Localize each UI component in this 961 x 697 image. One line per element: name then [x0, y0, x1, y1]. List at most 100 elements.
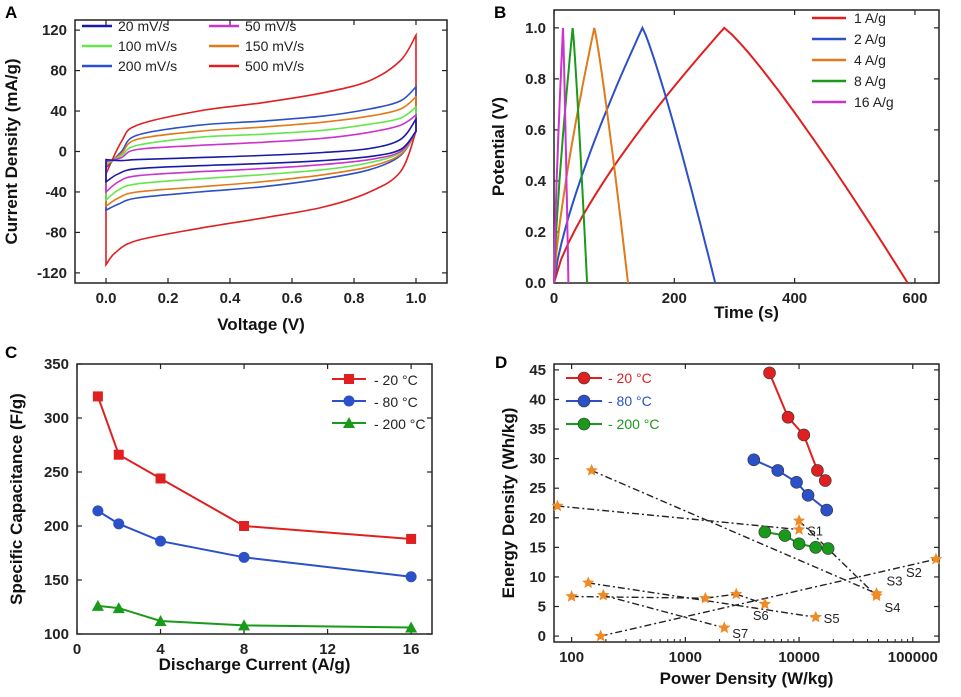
panel-label: A	[5, 3, 17, 22]
y-tick-label: 40	[529, 391, 546, 408]
data-point	[809, 541, 822, 554]
x-tick-label: 0.4	[220, 290, 242, 307]
y-tick-label: 45	[529, 362, 546, 379]
x-tick-label: 400	[782, 290, 807, 307]
y-tick-label: 0	[538, 628, 546, 645]
x-tick-label: 1.0	[406, 290, 427, 307]
y-tick-label: 30	[529, 451, 546, 468]
data-point	[818, 474, 832, 487]
x-tick-label: 4	[156, 641, 165, 658]
data-point	[820, 503, 834, 517]
legend-marker	[577, 394, 591, 408]
data-point	[239, 521, 250, 531]
reference-line	[571, 593, 766, 605]
legend-label: 500 mV/s	[245, 58, 304, 74]
x-tick-label: 8	[240, 641, 248, 658]
reference-line	[557, 505, 800, 531]
x-tick-label: 100	[559, 649, 584, 666]
data-point	[811, 464, 824, 477]
gcd-curve-4-a-g	[553, 27, 629, 284]
reference-line	[603, 594, 725, 629]
legend: 20 mV/s 50 mV/s 100 mV/s 150 mV/s 200 mV/s 50…	[82, 18, 304, 74]
legend-label: 16 A/g	[854, 94, 894, 110]
data-point	[238, 619, 251, 631]
legend-label: - 200 °C	[608, 416, 660, 432]
x-tick-label: 0	[550, 290, 558, 307]
panel-label: C	[5, 343, 17, 362]
legend-marker	[343, 395, 355, 407]
x-tick-label: 600	[902, 290, 927, 307]
data-point	[763, 366, 776, 380]
x-axis-label: Time (s)	[714, 303, 779, 322]
reference-label: S3	[887, 573, 903, 588]
reference-star	[809, 610, 822, 623]
reference-star	[792, 514, 806, 526]
y-tick-label: 0.4	[525, 173, 547, 190]
reference-star	[730, 587, 743, 600]
legend-label: 50 mV/s	[245, 18, 296, 34]
legend: 1 A/g 2 A/g 4 A/g 8 A/g 16 A/g	[812, 10, 894, 110]
legend-label: - 80 °C	[608, 393, 652, 409]
legend-label: - 20 °C	[374, 372, 418, 388]
legend-label: - 80 °C	[374, 394, 418, 410]
reference-label: S1	[807, 524, 823, 539]
data-point	[801, 489, 815, 502]
data-point	[154, 615, 167, 627]
data-point	[781, 410, 795, 424]
y-tick-label: 10	[529, 569, 546, 586]
panel-label: B	[494, 3, 506, 22]
reference-star	[929, 552, 943, 565]
x-axis-label: Voltage (V)	[217, 315, 305, 334]
panel-b: B 0 200 400 600 0.0 0.2 0.4 0.6 0.8 1.0 Time (s) Pot…	[489, 3, 940, 322]
y-tick-label: 0.6	[525, 122, 546, 139]
y-tick-label: 20	[529, 510, 546, 527]
y-tick-label: 15	[529, 539, 546, 556]
data-point	[113, 449, 124, 460]
reference-label: S2	[906, 565, 922, 580]
data-point	[821, 542, 835, 555]
y-tick-label: -80	[45, 224, 67, 241]
reference-star	[565, 590, 578, 602]
x-tick-label: 0	[73, 641, 81, 658]
reference-label: S6	[753, 608, 769, 623]
gcd-curve-2-a-g	[553, 25, 717, 284]
cv-curve-20-mv-s	[105, 116, 417, 184]
y-tick-label: 100	[44, 626, 69, 643]
reference-star	[585, 464, 598, 476]
data-point	[758, 525, 772, 539]
panel-label: D	[495, 353, 507, 372]
y-tick-label: 150	[44, 572, 69, 589]
gcd-curve-1-a-g	[553, 26, 909, 284]
legend-label: 8 A/g	[854, 73, 886, 89]
y-axis-label: Current Density (mA/g)	[2, 58, 21, 244]
x-axis-label: Power Density (W/kg)	[660, 669, 834, 688]
plot-frame	[76, 363, 433, 635]
x-tick-label: 0.2	[158, 290, 179, 307]
x-tick-label: 100000	[888, 649, 938, 666]
panel-c: C 0 4 8 12 16 100 150 200 250 300 350 Discharge Curr…	[5, 343, 433, 674]
reference-label: S5	[824, 611, 840, 626]
series-line	[96, 396, 412, 540]
reference-line	[798, 520, 877, 597]
legend-marker	[577, 371, 591, 385]
legend-marker	[344, 374, 354, 384]
data-point	[92, 391, 103, 402]
reference-star	[551, 499, 564, 512]
y-tick-label: 25	[529, 480, 546, 497]
x-axis-label: Discharge Current (A/g)	[159, 655, 351, 674]
series-line	[97, 604, 412, 629]
y-axis-label: Specific Capacitance (F/g)	[7, 393, 26, 605]
plot-frame	[553, 9, 940, 284]
legend-label: 100 mV/s	[118, 38, 177, 54]
data-point	[405, 571, 417, 583]
data-point	[797, 428, 811, 442]
data-point	[747, 453, 761, 467]
reference-line	[600, 558, 937, 637]
data-point	[778, 529, 792, 542]
x-tick-label: 0.6	[282, 290, 303, 307]
legend-label: 150 mV/s	[245, 38, 304, 54]
gcd-curve-8-a-g	[553, 27, 589, 284]
legend-label: 4 A/g	[854, 52, 886, 68]
reference-star	[594, 629, 607, 642]
